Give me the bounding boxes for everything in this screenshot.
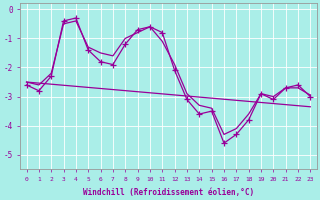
X-axis label: Windchill (Refroidissement éolien,°C): Windchill (Refroidissement éolien,°C) xyxy=(83,188,254,197)
